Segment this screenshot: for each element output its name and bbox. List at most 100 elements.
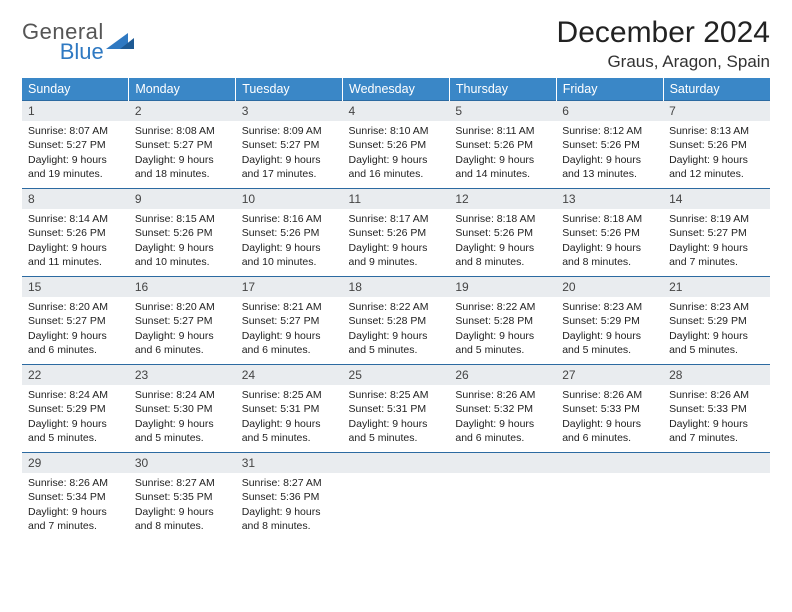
sunset-text: Sunset: 5:26 PM	[28, 226, 123, 240]
sunset-text: Sunset: 5:29 PM	[28, 402, 123, 416]
day-header-row: Sunday Monday Tuesday Wednesday Thursday…	[22, 78, 770, 101]
calendar-cell	[663, 453, 770, 541]
cell-body: Sunrise: 8:14 AMSunset: 5:26 PMDaylight:…	[22, 209, 129, 273]
sunrise-text: Sunrise: 8:22 AM	[455, 300, 550, 314]
sunrise-text: Sunrise: 8:19 AM	[669, 212, 764, 226]
day-number: 1	[22, 101, 129, 121]
cell-body: Sunrise: 8:21 AMSunset: 5:27 PMDaylight:…	[236, 297, 343, 361]
calendar-cell: 15Sunrise: 8:20 AMSunset: 5:27 PMDayligh…	[22, 277, 129, 365]
cell-body: Sunrise: 8:23 AMSunset: 5:29 PMDaylight:…	[663, 297, 770, 361]
daylight-text: Daylight: 9 hours and 7 minutes.	[669, 417, 764, 445]
day-number: 25	[343, 365, 450, 385]
daylight-text: Daylight: 9 hours and 18 minutes.	[135, 153, 230, 181]
cell-body: Sunrise: 8:25 AMSunset: 5:31 PMDaylight:…	[236, 385, 343, 449]
day-header: Thursday	[449, 78, 556, 101]
cell-body: Sunrise: 8:20 AMSunset: 5:27 PMDaylight:…	[22, 297, 129, 361]
sunrise-text: Sunrise: 8:26 AM	[28, 476, 123, 490]
cell-body: Sunrise: 8:13 AMSunset: 5:26 PMDaylight:…	[663, 121, 770, 185]
day-number: 3	[236, 101, 343, 121]
sunset-text: Sunset: 5:35 PM	[135, 490, 230, 504]
sunrise-text: Sunrise: 8:12 AM	[562, 124, 657, 138]
sunset-text: Sunset: 5:27 PM	[28, 138, 123, 152]
calendar-cell: 11Sunrise: 8:17 AMSunset: 5:26 PMDayligh…	[343, 189, 450, 277]
sunset-text: Sunset: 5:26 PM	[669, 138, 764, 152]
calendar-cell: 23Sunrise: 8:24 AMSunset: 5:30 PMDayligh…	[129, 365, 236, 453]
calendar-cell: 12Sunrise: 8:18 AMSunset: 5:26 PMDayligh…	[449, 189, 556, 277]
day-number: 12	[449, 189, 556, 209]
cell-body: Sunrise: 8:26 AMSunset: 5:33 PMDaylight:…	[556, 385, 663, 449]
calendar-week-row: 29Sunrise: 8:26 AMSunset: 5:34 PMDayligh…	[22, 453, 770, 541]
calendar-cell: 21Sunrise: 8:23 AMSunset: 5:29 PMDayligh…	[663, 277, 770, 365]
cell-body: Sunrise: 8:26 AMSunset: 5:32 PMDaylight:…	[449, 385, 556, 449]
day-number: 30	[129, 453, 236, 473]
cell-body: Sunrise: 8:27 AMSunset: 5:36 PMDaylight:…	[236, 473, 343, 537]
sunrise-text: Sunrise: 8:25 AM	[349, 388, 444, 402]
sunset-text: Sunset: 5:31 PM	[349, 402, 444, 416]
day-number: 21	[663, 277, 770, 297]
cell-body: Sunrise: 8:16 AMSunset: 5:26 PMDaylight:…	[236, 209, 343, 273]
calendar-cell: 8Sunrise: 8:14 AMSunset: 5:26 PMDaylight…	[22, 189, 129, 277]
cell-body: Sunrise: 8:12 AMSunset: 5:26 PMDaylight:…	[556, 121, 663, 185]
day-header: Tuesday	[236, 78, 343, 101]
sunrise-text: Sunrise: 8:14 AM	[28, 212, 123, 226]
sunset-text: Sunset: 5:26 PM	[349, 226, 444, 240]
sunset-text: Sunset: 5:31 PM	[242, 402, 337, 416]
sunrise-text: Sunrise: 8:18 AM	[562, 212, 657, 226]
day-number: 5	[449, 101, 556, 121]
calendar-cell: 30Sunrise: 8:27 AMSunset: 5:35 PMDayligh…	[129, 453, 236, 541]
daylight-text: Daylight: 9 hours and 5 minutes.	[242, 417, 337, 445]
cell-body: Sunrise: 8:24 AMSunset: 5:30 PMDaylight:…	[129, 385, 236, 449]
calendar-cell: 29Sunrise: 8:26 AMSunset: 5:34 PMDayligh…	[22, 453, 129, 541]
day-number-bar	[449, 453, 556, 473]
calendar-cell: 6Sunrise: 8:12 AMSunset: 5:26 PMDaylight…	[556, 101, 663, 189]
cell-body: Sunrise: 8:19 AMSunset: 5:27 PMDaylight:…	[663, 209, 770, 273]
sunset-text: Sunset: 5:27 PM	[242, 138, 337, 152]
daylight-text: Daylight: 9 hours and 11 minutes.	[28, 241, 123, 269]
logo: General Blue	[22, 16, 134, 62]
calendar-cell: 18Sunrise: 8:22 AMSunset: 5:28 PMDayligh…	[343, 277, 450, 365]
daylight-text: Daylight: 9 hours and 10 minutes.	[242, 241, 337, 269]
daylight-text: Daylight: 9 hours and 6 minutes.	[28, 329, 123, 357]
sunset-text: Sunset: 5:26 PM	[242, 226, 337, 240]
sunrise-text: Sunrise: 8:23 AM	[669, 300, 764, 314]
sunset-text: Sunset: 5:26 PM	[135, 226, 230, 240]
sunrise-text: Sunrise: 8:21 AM	[242, 300, 337, 314]
day-number: 22	[22, 365, 129, 385]
sunset-text: Sunset: 5:32 PM	[455, 402, 550, 416]
day-number: 28	[663, 365, 770, 385]
sunset-text: Sunset: 5:34 PM	[28, 490, 123, 504]
cell-body: Sunrise: 8:22 AMSunset: 5:28 PMDaylight:…	[449, 297, 556, 361]
sunrise-text: Sunrise: 8:18 AM	[455, 212, 550, 226]
calendar-cell: 10Sunrise: 8:16 AMSunset: 5:26 PMDayligh…	[236, 189, 343, 277]
sunrise-text: Sunrise: 8:25 AM	[242, 388, 337, 402]
day-number: 27	[556, 365, 663, 385]
day-number: 24	[236, 365, 343, 385]
logo-triangle-icon	[106, 31, 134, 53]
daylight-text: Daylight: 9 hours and 5 minutes.	[135, 417, 230, 445]
calendar-cell	[556, 453, 663, 541]
calendar-cell: 7Sunrise: 8:13 AMSunset: 5:26 PMDaylight…	[663, 101, 770, 189]
day-number-bar	[343, 453, 450, 473]
day-number: 10	[236, 189, 343, 209]
cell-body: Sunrise: 8:22 AMSunset: 5:28 PMDaylight:…	[343, 297, 450, 361]
day-header: Friday	[556, 78, 663, 101]
sunset-text: Sunset: 5:26 PM	[562, 138, 657, 152]
calendar-cell: 2Sunrise: 8:08 AMSunset: 5:27 PMDaylight…	[129, 101, 236, 189]
daylight-text: Daylight: 9 hours and 13 minutes.	[562, 153, 657, 181]
day-number: 8	[22, 189, 129, 209]
day-number: 23	[129, 365, 236, 385]
cell-body: Sunrise: 8:15 AMSunset: 5:26 PMDaylight:…	[129, 209, 236, 273]
sunrise-text: Sunrise: 8:07 AM	[28, 124, 123, 138]
sunrise-text: Sunrise: 8:26 AM	[562, 388, 657, 402]
sunrise-text: Sunrise: 8:13 AM	[669, 124, 764, 138]
daylight-text: Daylight: 9 hours and 5 minutes.	[562, 329, 657, 357]
location-subtitle: Graus, Aragon, Spain	[557, 52, 770, 72]
calendar-cell	[343, 453, 450, 541]
cell-body: Sunrise: 8:18 AMSunset: 5:26 PMDaylight:…	[449, 209, 556, 273]
sunrise-text: Sunrise: 8:27 AM	[242, 476, 337, 490]
day-number: 20	[556, 277, 663, 297]
day-header: Monday	[129, 78, 236, 101]
calendar-cell: 3Sunrise: 8:09 AMSunset: 5:27 PMDaylight…	[236, 101, 343, 189]
sunset-text: Sunset: 5:27 PM	[28, 314, 123, 328]
calendar-cell: 26Sunrise: 8:26 AMSunset: 5:32 PMDayligh…	[449, 365, 556, 453]
